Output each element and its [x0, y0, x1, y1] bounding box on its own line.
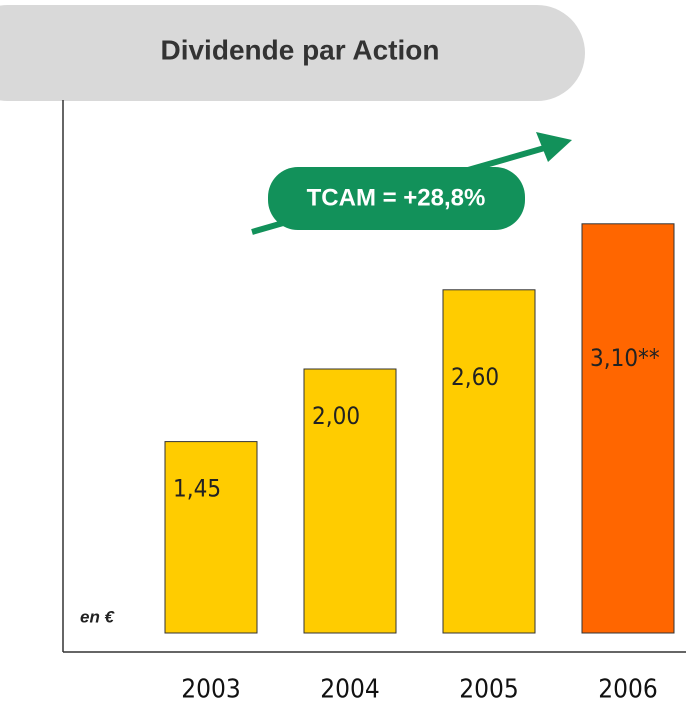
x-tick-label: 2003	[181, 675, 241, 703]
annotation-pill	[268, 167, 525, 230]
annotation: TCAM = +28,8%	[307, 184, 486, 211]
bar	[303, 368, 397, 634]
title-pill	[0, 5, 585, 101]
unit-label: en €	[80, 607, 116, 626]
chart-title: Dividende par Action	[160, 34, 439, 65]
arrow-head	[536, 132, 572, 162]
bar	[164, 441, 258, 634]
bar	[442, 289, 536, 634]
value-label: 1,45	[173, 475, 221, 503]
bar	[581, 223, 675, 634]
x-tick-label: 2004	[320, 675, 380, 703]
value-label: 2,00	[312, 402, 360, 430]
x-tick-label: 2005	[459, 675, 519, 703]
value-label: 2,60	[451, 363, 499, 391]
x-tick-label: 2006	[598, 675, 658, 703]
value-label: 3,10**	[590, 344, 660, 372]
